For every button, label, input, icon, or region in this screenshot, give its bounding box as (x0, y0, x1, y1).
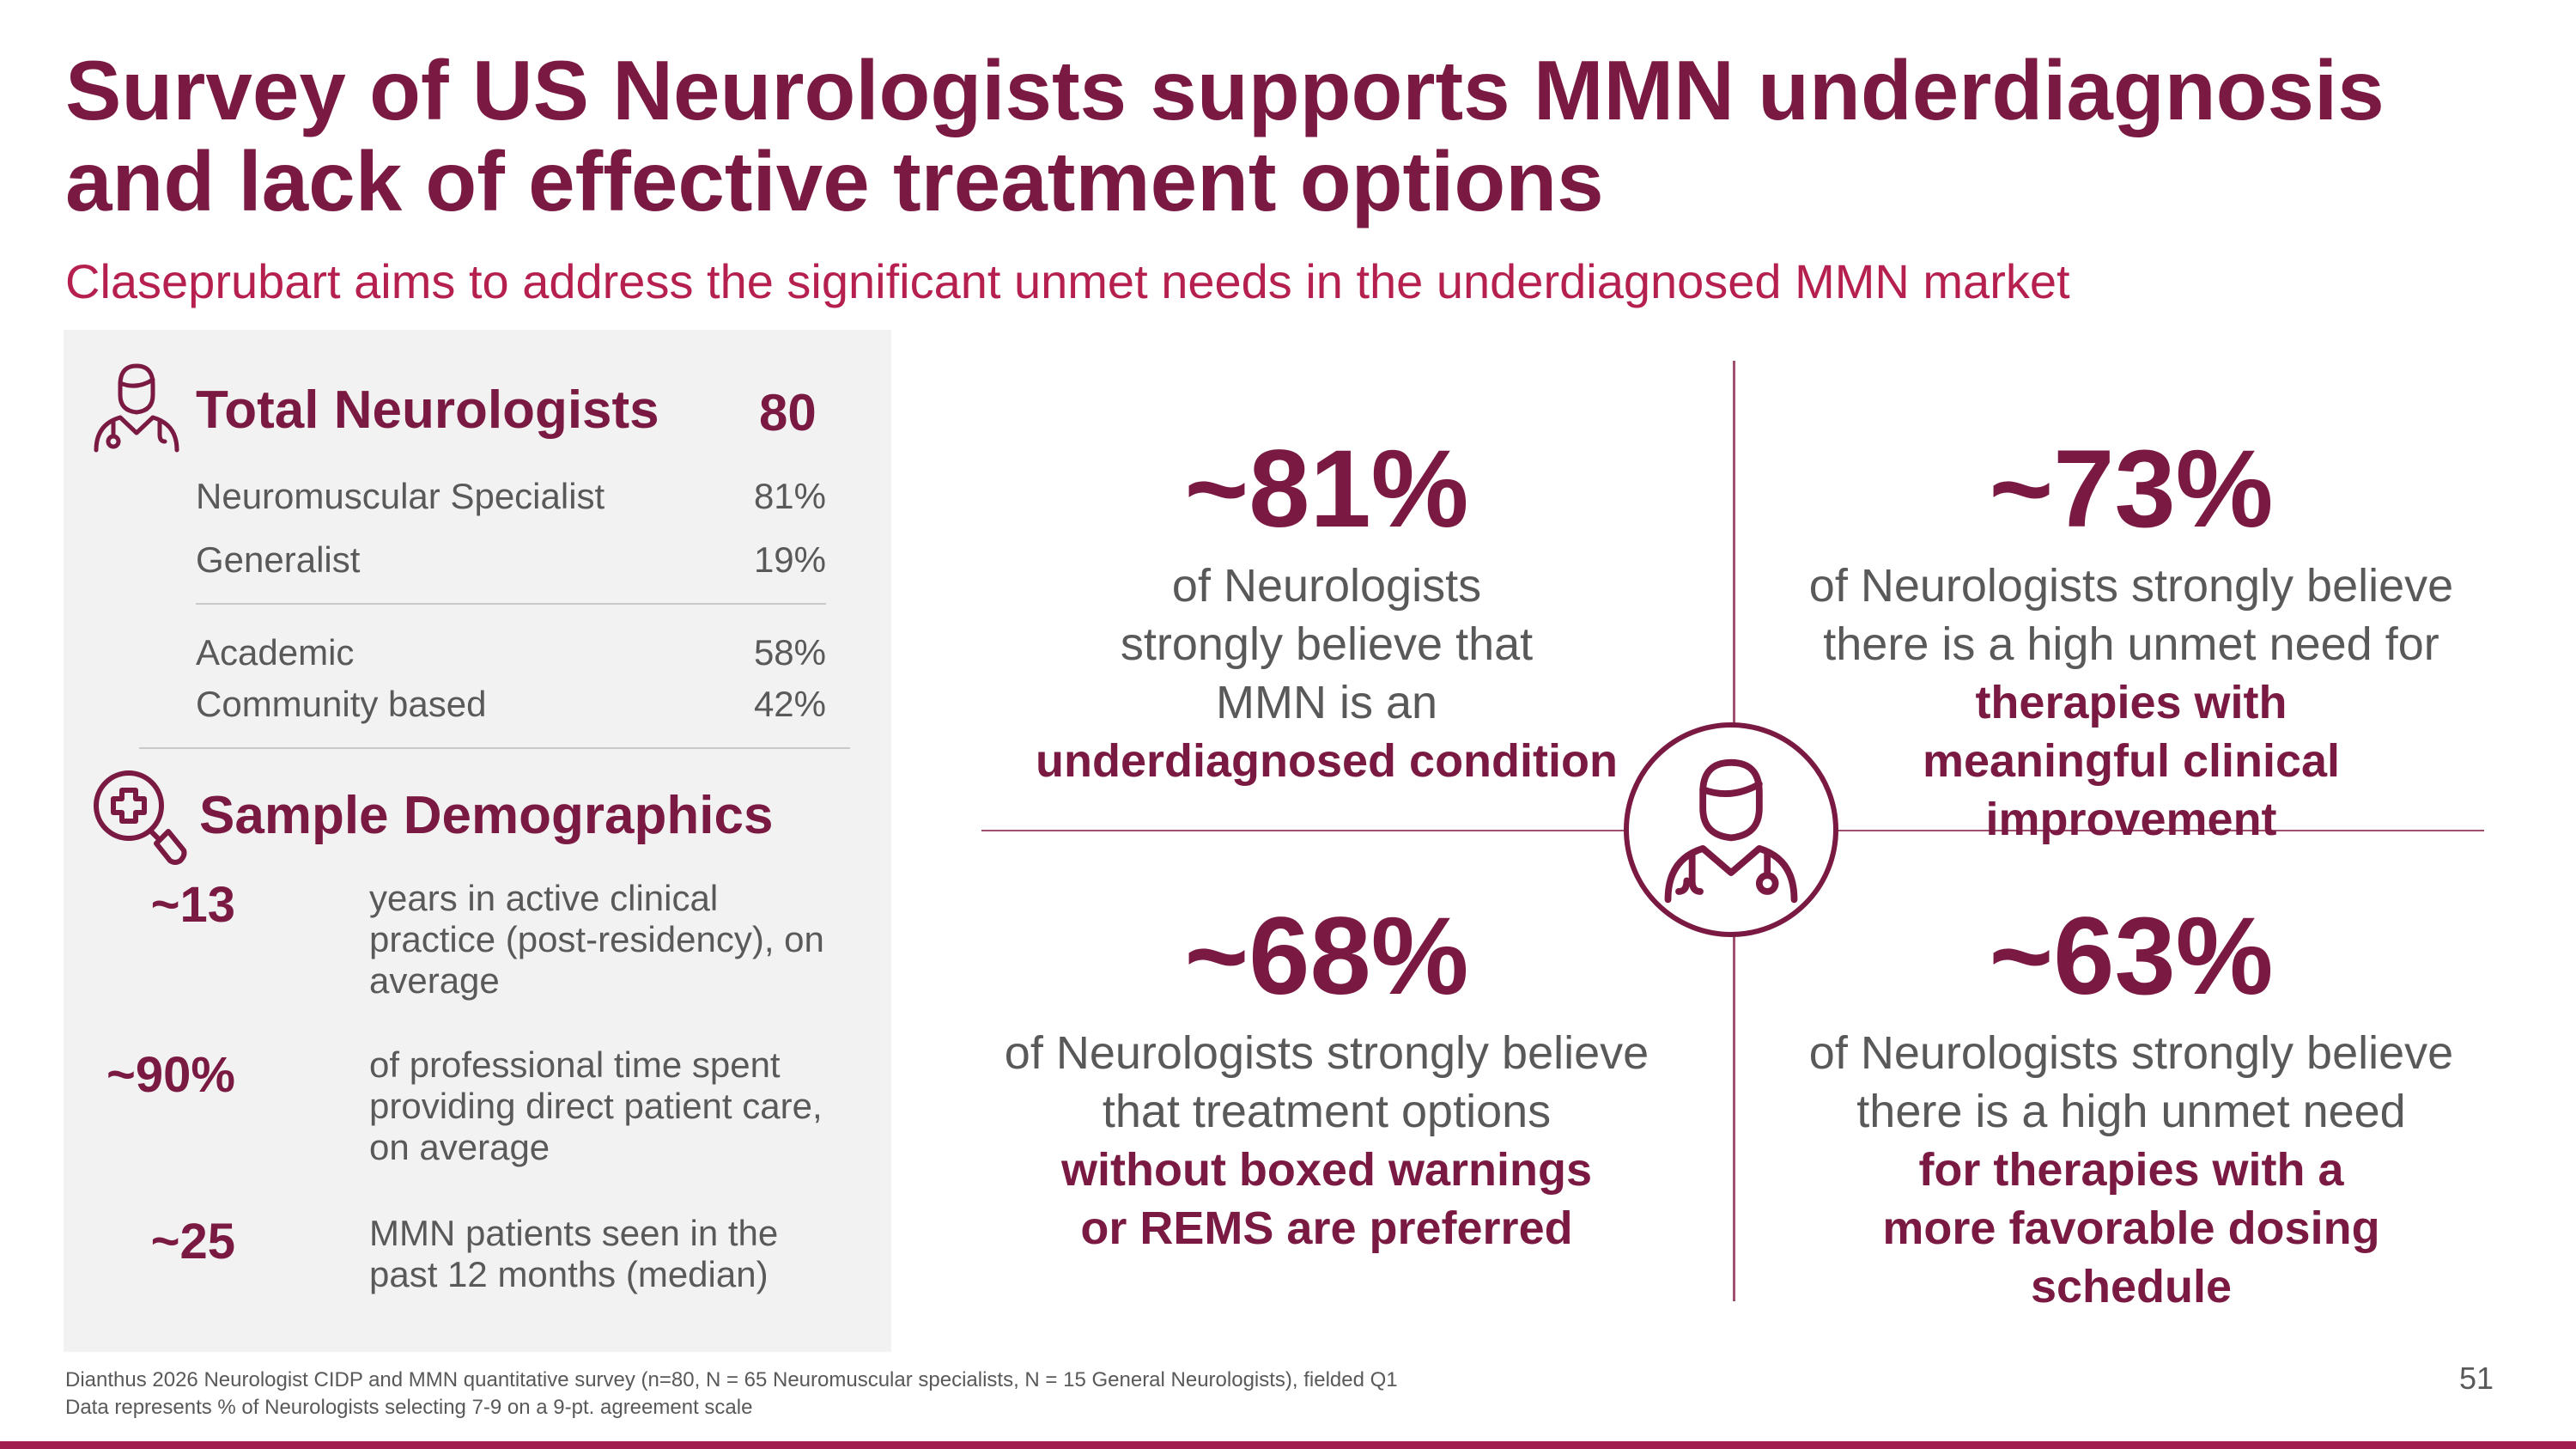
bottom-accent-bar (0, 1441, 2576, 1449)
specialty-label: Generalist (196, 539, 361, 580)
setting-value: 42% (753, 684, 826, 724)
total-neurologists-value: 80 (759, 384, 817, 441)
specialty-value: 81% (753, 476, 826, 516)
stat-value: ~81% (1184, 428, 1469, 551)
stat-value: ~63% (1989, 895, 2274, 1018)
divider (139, 747, 850, 749)
stat-highlight: without boxed warnings or REMS are prefe… (1061, 1144, 1592, 1254)
survey-summary-panel: Total Neurologists 80 Neuromuscular Spec… (64, 330, 891, 1352)
stat-value: ~73% (1989, 428, 2274, 551)
setting-label: Community based (196, 684, 487, 724)
stat-description: of Neurologists strongly believe there i… (1808, 1027, 2454, 1137)
demographic-text: years in active clinical practice (post-… (369, 878, 824, 1001)
stat-highlight: for therapies with a more favorable dosi… (1882, 1144, 2380, 1312)
specialty-label: Neuromuscular Specialist (196, 476, 605, 516)
stat-description: of Neurologists strongly believe that tr… (1004, 1027, 1649, 1137)
demographics-heading: Sample Demographics (199, 786, 774, 845)
page-subtitle: Claseprubart aims to address the signifi… (65, 254, 2070, 308)
page-number: 51 (2458, 1361, 2494, 1396)
doctor-icon (94, 363, 179, 453)
stat-quadrant: ~68% of Neurologists strongly believe th… (957, 897, 1696, 1257)
stat-highlight: underdiagnosed condition (1036, 735, 1618, 787)
stat-description: of Neurologists strongly believe there i… (1808, 560, 2454, 670)
divider (196, 603, 826, 605)
demographic-text: MMN patients seen in the past 12 months … (369, 1213, 779, 1294)
demographic-value: ~25 (150, 1214, 235, 1269)
stat-quadrant: ~73% of Neurologists strongly believe th… (1762, 429, 2500, 849)
setting-label: Academic (196, 632, 355, 673)
footnote-source: Dianthus 2026 Neurologist CIDP and MMN q… (65, 1368, 1398, 1391)
stat-highlight: therapies with meaningful clinical impro… (1922, 677, 2341, 845)
demographic-text: of professional time spent providing dir… (369, 1044, 823, 1167)
setting-value: 58% (753, 632, 826, 673)
total-neurologists-label: Total Neurologists (196, 381, 659, 440)
footnote-methodology: Data represents % of Neurologists select… (65, 1396, 753, 1419)
stat-value: ~68% (1184, 895, 1469, 1018)
center-doctor-badge (1624, 722, 1838, 937)
page-title: Survey of US Neurologists supports MMN u… (65, 43, 2385, 228)
magnifier-medical-icon (94, 770, 187, 865)
demographic-value: ~90% (106, 1047, 235, 1103)
stat-quadrant: ~81% of Neurologists strongly believe th… (957, 429, 1696, 790)
specialty-value: 19% (753, 539, 826, 580)
demographic-value: ~13 (150, 877, 235, 933)
stat-quadrant: ~63% of Neurologists strongly believe th… (1762, 897, 2500, 1316)
stat-description: of Neurologists strongly believe that MM… (1120, 560, 1534, 728)
doctor-icon (1664, 758, 1798, 904)
